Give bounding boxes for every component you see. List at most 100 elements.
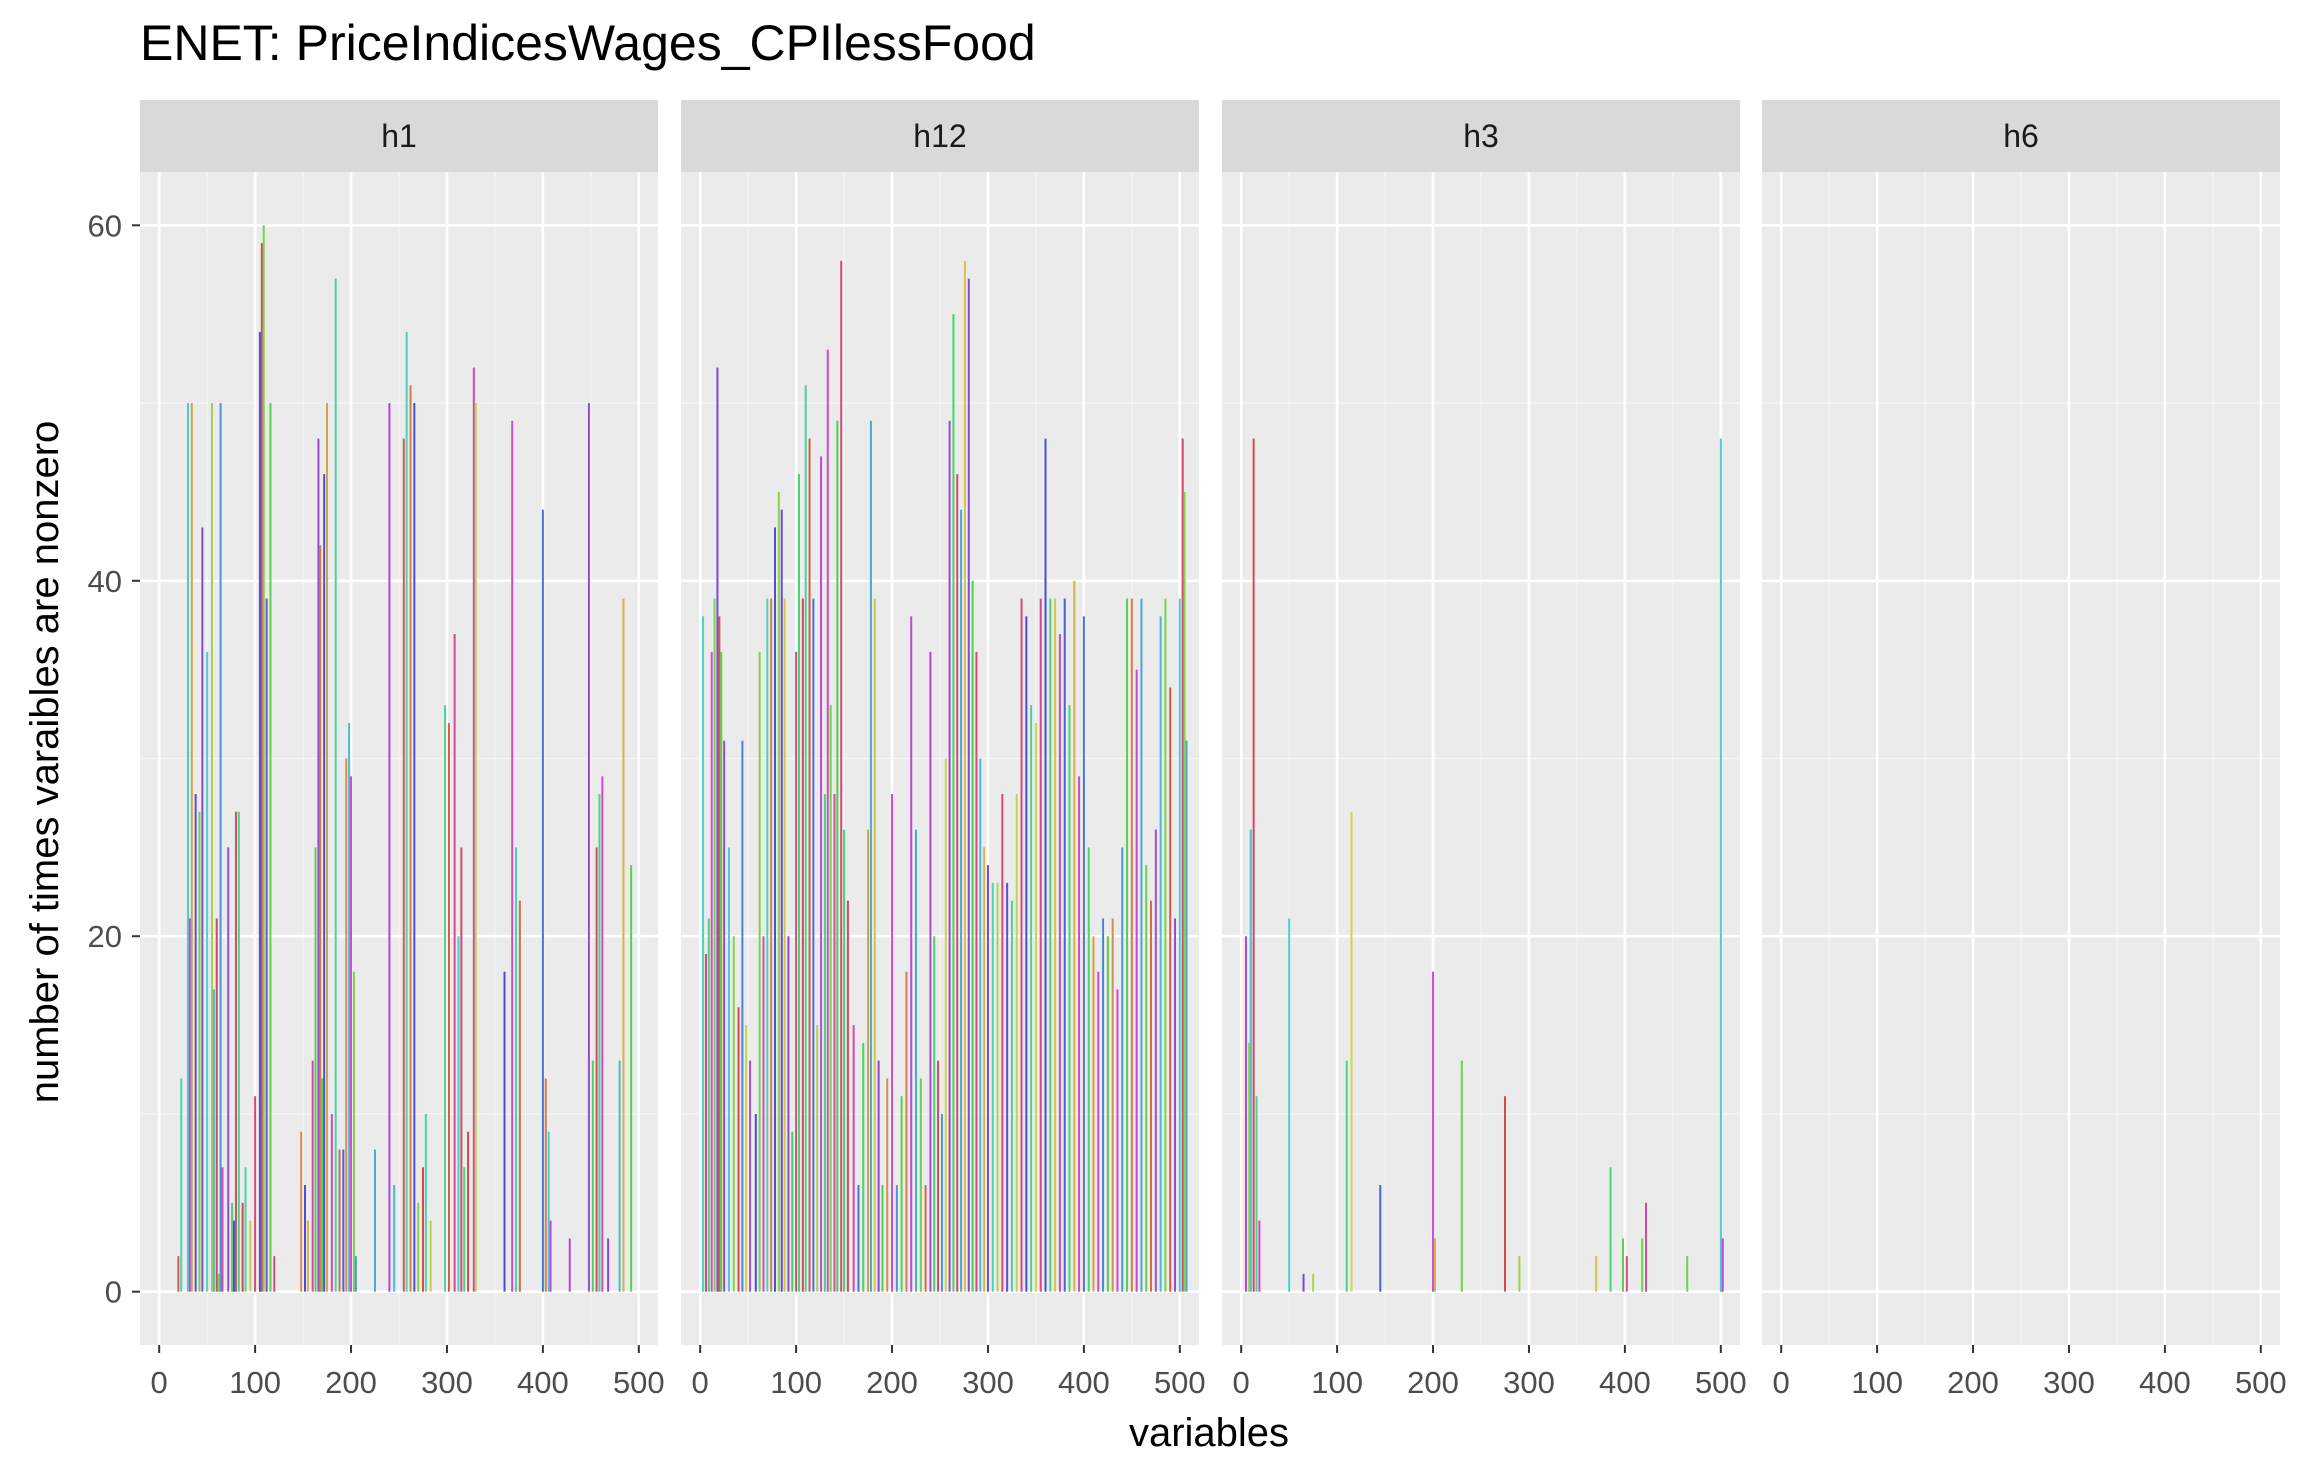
bar — [180, 1078, 183, 1292]
bar — [795, 651, 798, 1292]
bar — [1006, 882, 1009, 1292]
facet-panel-h6: h6 0 100 200 300 400 500 — [1762, 100, 2287, 1400]
bar — [244, 1167, 247, 1292]
bar — [618, 1060, 621, 1292]
bar — [1686, 1256, 1689, 1292]
bar — [1595, 1256, 1598, 1292]
bar — [457, 936, 460, 1292]
bar — [190, 403, 193, 1292]
bar — [350, 776, 353, 1292]
bar — [1249, 829, 1252, 1292]
bar — [260, 243, 263, 1292]
bar — [1302, 1273, 1305, 1292]
bar — [194, 794, 197, 1292]
bar — [1034, 722, 1037, 1292]
x-tick-label: 200 — [1407, 1365, 1459, 1400]
facet-strip — [681, 100, 1199, 172]
bar — [1345, 1060, 1348, 1292]
bar — [1030, 705, 1033, 1292]
bar — [447, 722, 450, 1292]
bar — [840, 260, 843, 1292]
bar — [797, 474, 800, 1292]
bar — [1169, 687, 1172, 1292]
bar — [1063, 598, 1066, 1292]
bar — [852, 1025, 855, 1292]
x-tick-label: 500 — [1695, 1365, 1747, 1400]
bar — [227, 847, 230, 1292]
bar — [723, 740, 726, 1292]
bar — [334, 278, 337, 1292]
x-tick-label: 200 — [1947, 1365, 1999, 1400]
bar — [472, 367, 475, 1292]
facets-layer: h1 0 100 200 300 400 500 h12 0 100 200 300 400 500 h3 0… — [140, 100, 2287, 1400]
bar — [323, 474, 326, 1292]
bar — [787, 936, 790, 1292]
bar — [720, 651, 723, 1292]
bar — [1719, 438, 1722, 1292]
bar — [843, 829, 846, 1292]
bar — [1159, 616, 1162, 1292]
bar — [1116, 989, 1119, 1292]
bar — [1460, 1060, 1463, 1292]
facet-panel-h12: h12 0 100 200 300 400 500 — [681, 100, 1206, 1400]
facet-strip — [140, 100, 658, 172]
bar — [601, 776, 604, 1292]
bar — [1721, 1238, 1724, 1292]
bar — [891, 794, 894, 1292]
bar — [940, 1113, 943, 1292]
bar — [338, 1149, 341, 1292]
bar — [975, 651, 978, 1292]
bar — [1130, 598, 1133, 1292]
bar — [1087, 847, 1090, 1292]
bar — [971, 580, 974, 1292]
bar — [846, 900, 849, 1292]
bar — [273, 1256, 276, 1292]
bar — [1164, 598, 1167, 1292]
bar — [963, 260, 966, 1292]
bar — [727, 847, 730, 1292]
x-tick-label: 100 — [1311, 1365, 1363, 1400]
x-tick-label: 300 — [1503, 1365, 1555, 1400]
bar — [929, 651, 932, 1292]
bar — [541, 509, 544, 1292]
x-axis-title: variables — [1129, 1411, 1289, 1455]
bar — [1644, 1202, 1647, 1292]
bar — [1015, 794, 1018, 1292]
x-tick-label: 500 — [2235, 1365, 2287, 1400]
bar — [1025, 616, 1028, 1292]
bar — [1641, 1238, 1644, 1292]
bar — [895, 1185, 898, 1292]
bar — [262, 225, 265, 1292]
bar — [1183, 491, 1186, 1292]
bar — [352, 971, 355, 1292]
bar — [886, 1078, 889, 1292]
bar — [777, 491, 780, 1292]
bar — [221, 1167, 224, 1292]
bar — [1350, 811, 1353, 1292]
bar — [1379, 1185, 1382, 1292]
bar — [598, 794, 601, 1292]
bar — [1178, 598, 1181, 1292]
bar — [1106, 936, 1109, 1292]
x-tick-label: 500 — [1154, 1365, 1206, 1400]
bar — [421, 1167, 424, 1292]
bar — [595, 847, 598, 1292]
bar — [754, 1113, 757, 1292]
bar — [374, 1149, 377, 1292]
bar — [1185, 740, 1188, 1292]
bar — [544, 1078, 547, 1292]
bar — [704, 954, 707, 1292]
bar — [919, 1078, 922, 1292]
bar — [515, 847, 518, 1292]
bar — [1020, 598, 1023, 1292]
bar — [991, 882, 994, 1292]
bar — [783, 598, 786, 1292]
bar — [1252, 438, 1255, 1292]
bar — [1174, 918, 1177, 1292]
bar — [1058, 634, 1061, 1292]
bar — [210, 403, 213, 1292]
bar — [967, 278, 970, 1292]
bar — [1111, 918, 1114, 1292]
bar — [1126, 598, 1129, 1292]
